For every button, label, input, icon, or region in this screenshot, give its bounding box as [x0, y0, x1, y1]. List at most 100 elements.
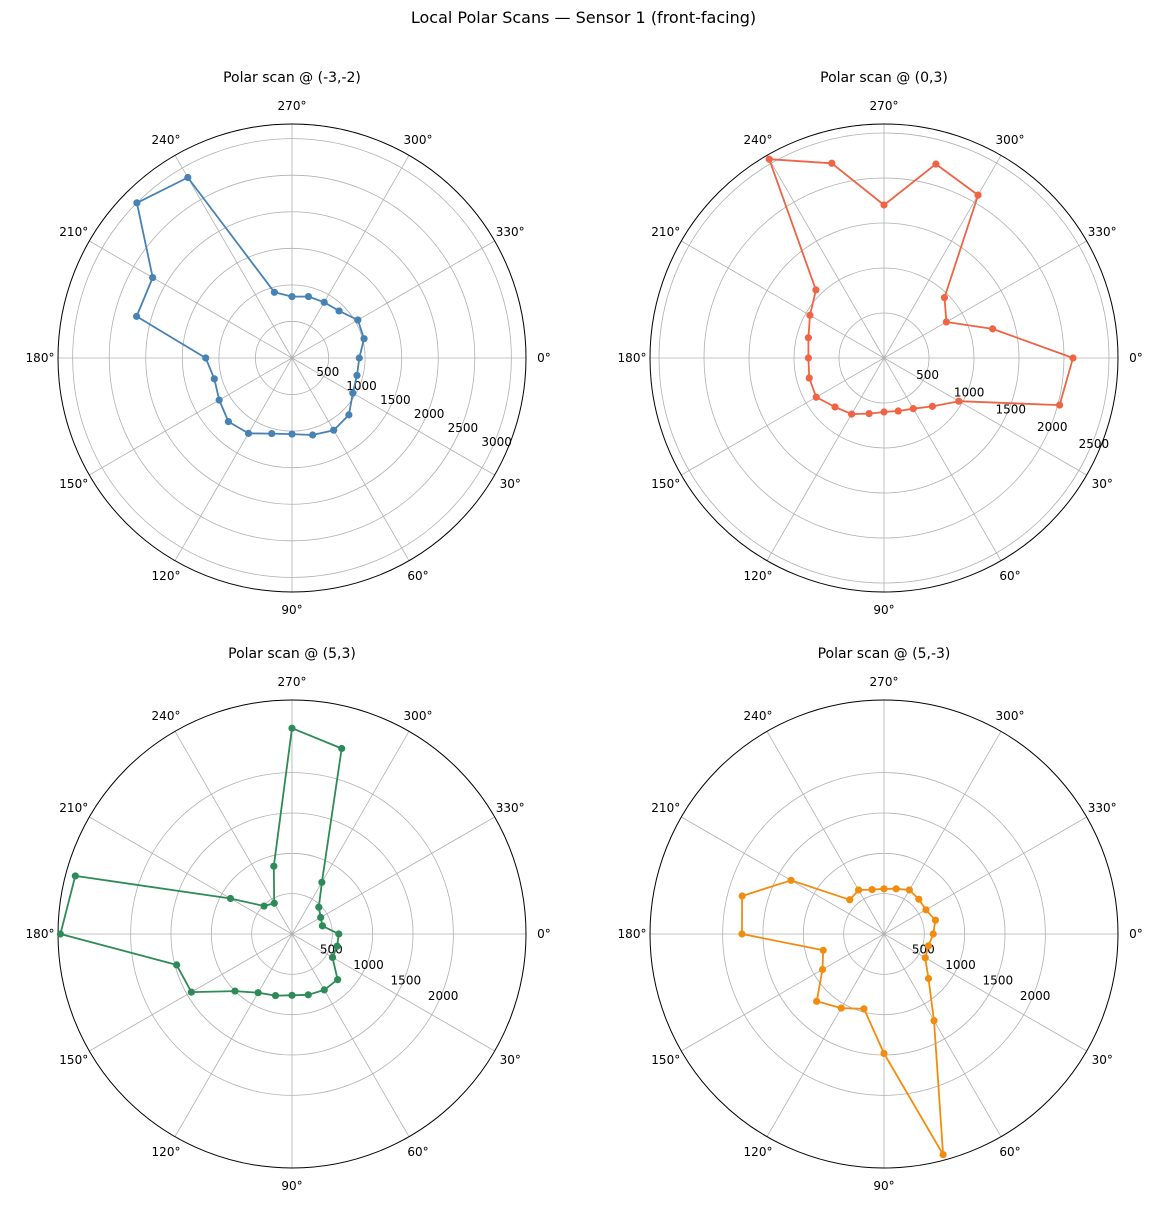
chart-2-r-tick-label: 1500 — [995, 403, 1026, 417]
chart-2-r-tick-label: 1000 — [954, 385, 985, 399]
chart-2-data-point — [880, 201, 888, 209]
chart-3-theta-gridline — [291, 933, 410, 1137]
chart-1-theta-tick-label: 0° — [537, 351, 551, 365]
chart-2-theta-tick-label: 330° — [1088, 225, 1117, 239]
chart-1-data-point — [309, 431, 317, 439]
chart-4-data-point — [905, 886, 914, 894]
chart-4-theta-gridline — [883, 731, 1002, 935]
chart-4-data-point — [787, 876, 795, 884]
chart-2-theta-tick-label: 240° — [744, 133, 773, 147]
chart-2-data-point — [989, 325, 997, 333]
chart-4-data-point — [813, 997, 821, 1005]
chart-4-data-point — [880, 1049, 888, 1058]
chart-2-data-point — [804, 334, 812, 342]
chart-2-data-point — [812, 393, 820, 401]
chart-4-data-point — [868, 885, 876, 894]
chart-3-theta-tick-label: 240° — [152, 709, 181, 723]
chart-3-data-point — [270, 899, 278, 907]
chart-2-theta-gridline — [883, 155, 1002, 359]
chart-4-theta-tick-label: 150° — [651, 1053, 680, 1067]
figure-title: Local Polar Scans — Sensor 1 (front-faci… — [410, 8, 757, 27]
chart-2-r-tick-label: 2000 — [1037, 420, 1068, 434]
chart-4-data-point — [846, 896, 854, 904]
chart-3-title: Polar scan @ (5,3) — [228, 646, 356, 662]
chart-1-data-point — [354, 316, 362, 324]
chart-2-theta-gridline — [766, 357, 885, 561]
chart-2-r-tick-label: 500 — [916, 368, 939, 382]
chart-2-theta-gridline — [681, 240, 885, 359]
chart-4-theta-gridline — [681, 933, 885, 1052]
polar-panel-2: Polar scan @ (0,3) 0° 30° 60° 90° 120° 150° 180… — [592, 40, 1167, 630]
chart-1-data-point — [268, 429, 276, 438]
chart-1-data-point — [224, 417, 233, 426]
chart-4-data-point — [880, 885, 888, 893]
chart-4-theta-tick-label: 240° — [744, 709, 773, 723]
chart-2-data-point — [804, 354, 812, 362]
chart-3-data-point — [318, 922, 326, 930]
chart-1-data-point — [270, 288, 278, 296]
chart-4-theta-gridline — [766, 933, 885, 1137]
chart-3-data-point — [270, 862, 278, 870]
polar-panel-1: Polar scan @ (-3,-2) 0° 30° 60° 90° 120° 150° 1… — [0, 40, 583, 630]
chart-3-r-tick-label: 2000 — [428, 989, 459, 1003]
chart-4-theta-tick-label: 30° — [1092, 1053, 1113, 1067]
chart-2-theta-gridline — [681, 357, 885, 476]
chart-2-theta-tick-label: 90° — [873, 603, 894, 617]
chart-3-theta-gridline — [291, 816, 495, 935]
chart-4-theta-tick-label: 60° — [999, 1145, 1020, 1159]
chart-3-theta-tick-label: 30° — [500, 1053, 521, 1067]
polar-chart-1: Polar scan @ (-3,-2) 0° 30° 60° 90° 120° 150° 1… — [26, 70, 551, 617]
chart-2-r-tick-label: 2500 — [1079, 437, 1110, 451]
chart-3-data-point — [328, 953, 337, 961]
chart-3-data-point — [288, 991, 296, 999]
chart-4-theta-gridline — [883, 933, 1002, 1137]
chart-4-data-point — [924, 974, 933, 983]
chart-2-theta-tick-label: 120° — [744, 569, 773, 583]
chart-1-data-point — [360, 335, 368, 343]
chart-3-data-point — [226, 894, 235, 903]
chart-3-data-point — [317, 913, 325, 922]
chart-3-data-point — [271, 991, 280, 1000]
chart-3-data-point — [288, 724, 296, 732]
chart-4-title: Polar scan @ (5,-3) — [818, 646, 951, 662]
polar-panel-3: Polar scan @ (5,3) 0° 30° 60° 90° 120° 150° 180… — [0, 616, 583, 1206]
chart-3-data-point — [254, 989, 262, 997]
chart-4-data-point — [892, 885, 900, 893]
chart-1-theta-gridline — [291, 357, 410, 561]
chart-1-r-tick-label: 1500 — [380, 393, 411, 407]
chart-4-data-point — [854, 886, 863, 894]
chart-2-data-point — [940, 293, 949, 302]
chart-3-r-tick-label: 1000 — [353, 958, 384, 972]
chart-2-data-point — [955, 397, 963, 405]
chart-3-data-point — [56, 930, 65, 938]
chart-2-theta-gridline — [883, 357, 1002, 561]
chart-1-data-point — [320, 298, 328, 306]
chart-1-theta-tick-label: 270° — [278, 99, 307, 113]
chart-1-theta-tick-label: 330° — [496, 225, 525, 239]
chart-3-theta-gridline — [174, 933, 293, 1137]
chart-1-theta-gridline — [89, 240, 293, 359]
chart-3-data-point — [315, 903, 323, 911]
chart-1-theta-gridline — [174, 357, 293, 561]
chart-2-theta-tick-label: 0° — [1129, 351, 1143, 365]
chart-2-theta-tick-label: 270° — [870, 99, 899, 113]
chart-1-r-tick-label: 2000 — [414, 407, 445, 421]
chart-1-data-point — [335, 307, 343, 315]
chart-1-data-point — [244, 429, 253, 437]
chart-2-title: Polar scan @ (0,3) — [820, 70, 948, 86]
chart-4-theta-gridline — [883, 816, 1087, 935]
chart-2-theta-gridline — [883, 357, 1087, 476]
chart-1-data-point — [330, 426, 338, 434]
chart-3-series-line — [59, 727, 343, 997]
chart-4-theta-gridline — [766, 731, 885, 935]
chart-1-data-point — [133, 199, 141, 207]
chart-3-data-point — [335, 930, 343, 938]
chart-3-theta-tick-label: 150° — [59, 1053, 88, 1067]
chart-4-theta-tick-label: 0° — [1129, 927, 1143, 941]
chart-4-theta-gridline — [883, 933, 1087, 1052]
chart-4-frame — [649, 699, 1119, 1169]
chart-3-data-point — [334, 976, 342, 984]
chart-4-data-point — [924, 942, 933, 950]
chart-1-data-point — [345, 411, 353, 419]
chart-2-data-point — [765, 155, 773, 163]
